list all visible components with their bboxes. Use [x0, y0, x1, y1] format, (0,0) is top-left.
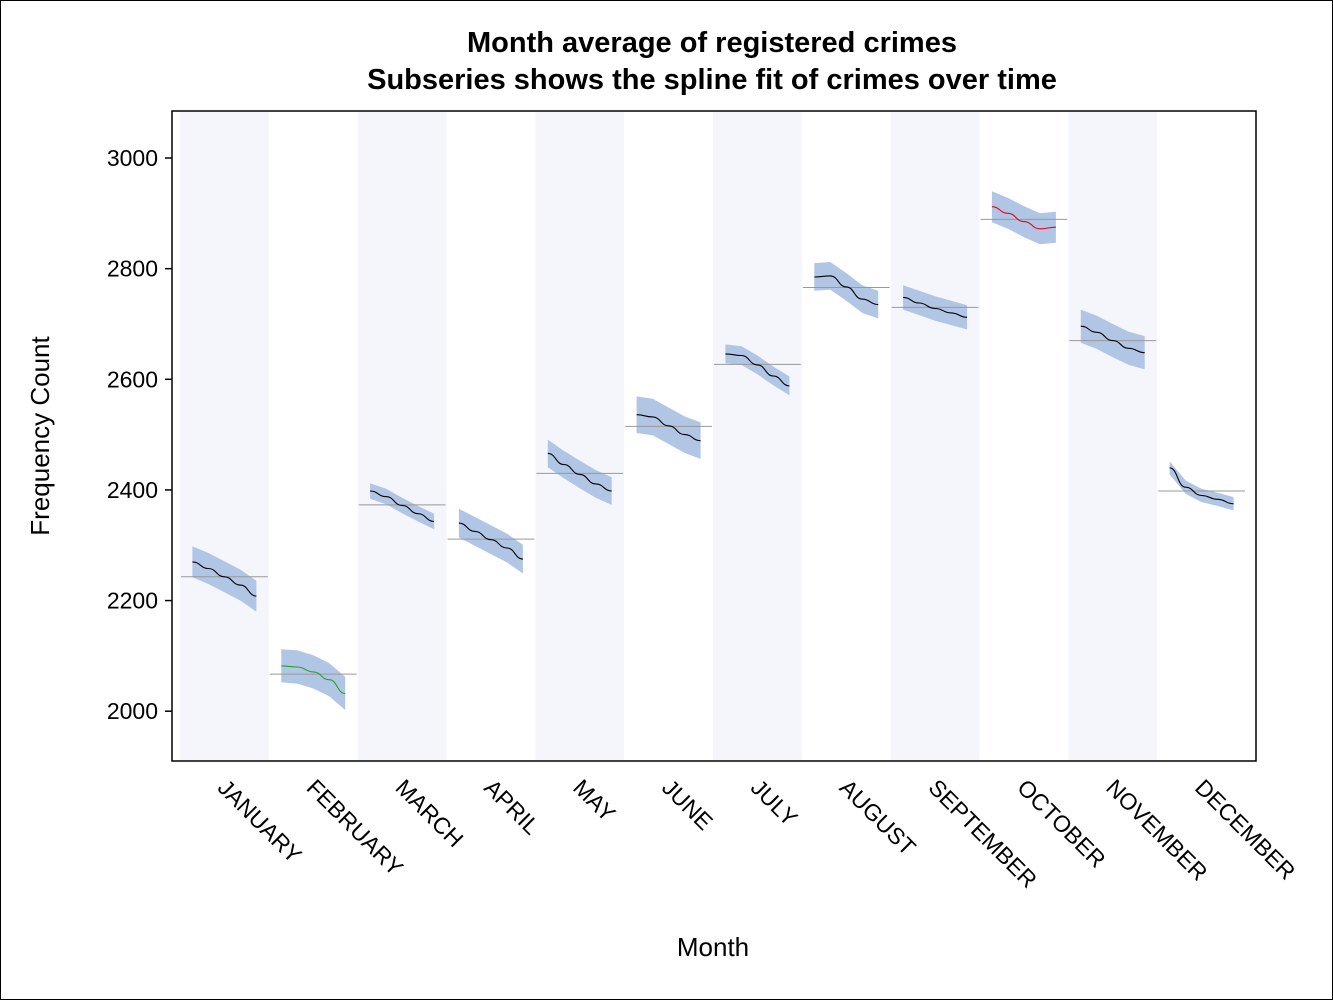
month-band — [890, 112, 980, 760]
y-axis-label: Frequency Count — [25, 336, 55, 536]
spline-line — [991, 206, 1056, 230]
confidence-band — [991, 191, 1056, 245]
x-tick-label: JANUARY — [213, 774, 307, 868]
confidence-band — [192, 546, 257, 612]
spline-line — [636, 414, 701, 442]
x-tick-label: JULY — [746, 774, 803, 831]
y-tick-label: 3000 — [107, 145, 158, 171]
confidence-band — [547, 439, 612, 505]
y-tick-label: 2800 — [107, 256, 158, 282]
series-group — [181, 191, 1245, 711]
confidence-band — [725, 344, 790, 396]
x-tick-label: MARCH — [391, 774, 469, 852]
chart-title: Month average of registered crimes — [467, 27, 957, 59]
month-band — [1068, 112, 1158, 760]
confidence-band — [1080, 309, 1145, 370]
confidence-band — [458, 508, 523, 574]
confidence-band — [370, 483, 435, 530]
y-tick-label: 2600 — [107, 366, 158, 392]
month-band — [180, 112, 269, 760]
spline-line — [725, 353, 790, 387]
y-axis: 2000 2200 2400 2600 2800 3000 — [107, 145, 172, 724]
month-band — [357, 112, 447, 760]
month-band — [713, 112, 802, 760]
x-tick-label: APRIL — [479, 774, 545, 840]
spline-line — [1169, 467, 1234, 505]
spline-line — [458, 522, 523, 560]
y-tick-label: 2200 — [107, 588, 158, 614]
confidence-band — [281, 649, 346, 711]
chart-subtitle: Subseries shows the spline fit of crimes… — [367, 64, 1057, 96]
spline-line — [547, 452, 612, 492]
month-bands — [180, 112, 1158, 760]
x-tick-label: JUNE — [657, 774, 718, 835]
spline-line — [370, 490, 435, 523]
plot-area-border — [171, 110, 1257, 762]
confidence-band — [814, 262, 879, 319]
confidence-band — [1169, 461, 1234, 511]
spline-line — [903, 296, 968, 318]
x-tick-label: AUGUST — [835, 774, 921, 860]
x-tick-label: MAY — [568, 774, 620, 826]
confidence-band — [636, 396, 701, 459]
month-band — [535, 112, 625, 760]
y-tick-label: 2400 — [107, 477, 158, 503]
spline-line — [281, 665, 346, 695]
y-tick-label: 2000 — [107, 698, 158, 724]
x-axis-label: Month — [677, 932, 749, 962]
x-tick-label: OCTOBER — [1012, 774, 1111, 873]
spline-line — [192, 561, 257, 597]
spline-line — [814, 275, 879, 306]
spline-line — [1080, 325, 1145, 354]
